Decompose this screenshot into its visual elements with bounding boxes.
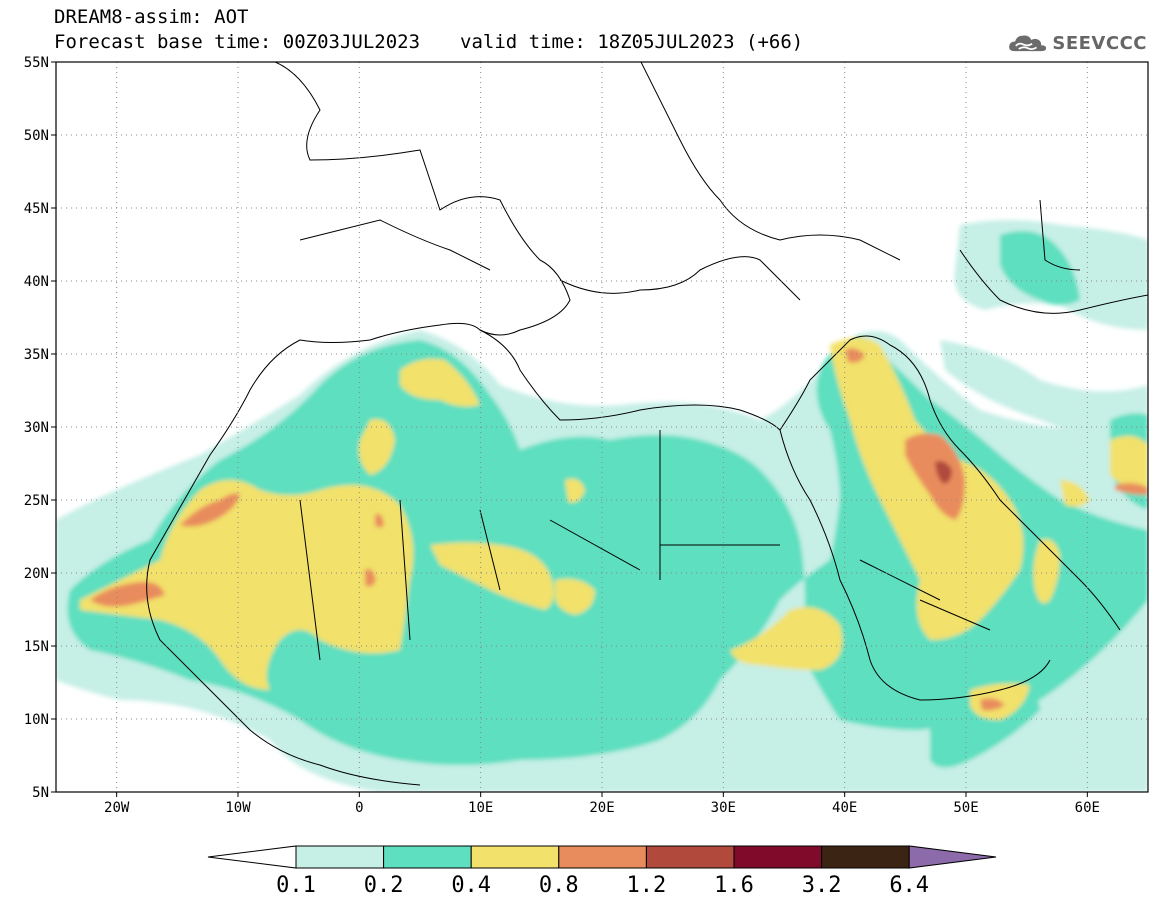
coastlines xyxy=(146,62,1148,786)
axis-ticks: 55N 50N 45N 40N 35N 30N 25N 20N 15N 10N 5N 20W 10W 0 1… xyxy=(24,55,1100,816)
lat-tick-label: 15N xyxy=(24,639,49,655)
colorbar-segment xyxy=(645,845,735,869)
valid-time-label: valid time: 18Z05JUL2023 (+66) xyxy=(460,31,804,53)
colorbar-upper-arrow xyxy=(908,845,997,869)
colorbar-segment xyxy=(821,845,910,869)
lon-tick-label: 20E xyxy=(589,800,614,816)
cloud-icon xyxy=(1009,35,1047,52)
lat-tick-label: 35N xyxy=(24,347,49,363)
colorbar-segment xyxy=(383,845,472,869)
colorbar-label: 1.6 xyxy=(714,873,754,898)
lon-tick-label: 10W xyxy=(225,800,251,816)
colorbar-segment xyxy=(558,845,647,869)
colorbar-label: 0.4 xyxy=(451,873,491,898)
lon-tick-label: 60E xyxy=(1075,800,1100,816)
time-info: Forecast base time: 00Z03JUL2023 valid ti… xyxy=(54,31,803,53)
colorbar-label: 0.2 xyxy=(364,873,404,898)
lat-tick-label: 40N xyxy=(24,274,49,290)
lon-tick-label: 30E xyxy=(711,800,736,816)
colorbar-label: 0.1 xyxy=(276,873,316,898)
lon-tick-label: 50E xyxy=(953,800,978,816)
colorbar-label: 0.8 xyxy=(539,873,579,898)
colorbar-lower-arrow xyxy=(207,845,297,869)
map-title: DREAM8-assim: AOT xyxy=(54,6,249,28)
colorbar-segment xyxy=(470,845,560,869)
colorbar-label: 3.2 xyxy=(802,873,842,898)
lat-tick-label: 20N xyxy=(24,566,49,582)
lat-tick-label: 50N xyxy=(24,128,49,144)
logo-text: SEEVCCC xyxy=(1052,32,1147,54)
colorbar-label: 1.2 xyxy=(627,873,667,898)
lat-tick-label: 5N xyxy=(32,785,49,801)
lon-tick-label: 40E xyxy=(832,800,857,816)
colorbar-label: 6.4 xyxy=(889,873,929,898)
lat-tick-label: 30N xyxy=(24,420,49,436)
base-time-label: Forecast base time: 00Z03JUL2023 xyxy=(54,31,421,53)
graticule xyxy=(56,62,1148,792)
lat-tick-label: 55N xyxy=(24,55,49,71)
colorbar-segment xyxy=(733,845,823,869)
colorbar-segment xyxy=(295,845,385,869)
aot-field xyxy=(56,62,1148,792)
aot-level-0-4 xyxy=(80,480,414,690)
lon-tick-label: 20W xyxy=(104,800,130,816)
aot-level-1-2 xyxy=(935,461,952,484)
lon-tick-label: 10E xyxy=(468,800,493,816)
lat-tick-label: 45N xyxy=(24,201,49,217)
lat-tick-label: 10N xyxy=(24,712,49,728)
lat-tick-label: 25N xyxy=(24,493,49,509)
lon-tick-label: 0 xyxy=(355,800,363,816)
seevccc-logo: SEEVCCC xyxy=(1007,26,1147,60)
colorbar: 0.1 0.2 0.4 0.8 1.2 1.6 3.2 6.4 xyxy=(207,845,997,898)
